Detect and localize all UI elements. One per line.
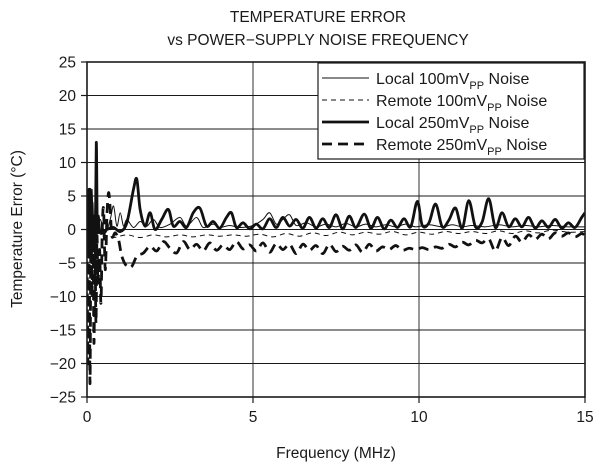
y-tick-label: −20 xyxy=(50,356,77,373)
legend-label-1: Local 100mVPP Noise xyxy=(376,71,530,92)
y-tick-label: 0 xyxy=(67,222,76,239)
legend-label-3: Local 250mVPP Noise xyxy=(376,115,530,136)
y-tick-label: −25 xyxy=(50,390,76,407)
series-layer xyxy=(87,140,585,386)
series-line-4 xyxy=(87,187,585,386)
legend-label-suffix: Noise xyxy=(502,137,547,154)
y-tick-label: 5 xyxy=(67,189,76,206)
legend-label-text: Remote 250mV xyxy=(376,137,487,154)
legend-label-subscript: PP xyxy=(487,146,502,158)
legend-label-suffix: Noise xyxy=(502,93,547,110)
y-tick-label: 15 xyxy=(59,122,76,139)
y-tick-label: −10 xyxy=(50,289,77,306)
legend-label-suffix: Noise xyxy=(484,115,529,132)
x-tick-label: 15 xyxy=(576,409,593,426)
y-axis-label: Temperature Error (°C) xyxy=(9,150,26,308)
series-line-1 xyxy=(87,188,585,251)
y-tick-label: −5 xyxy=(58,256,76,273)
legend-label-text: Local 100mV xyxy=(376,71,470,88)
legend-label-suffix: Noise xyxy=(484,71,529,88)
y-tick-label: 10 xyxy=(59,155,77,172)
x-tick-label: 10 xyxy=(410,409,428,426)
tick-labels: −25 −20 −15 −10 −5 0 5 10 15 20 25 0 5 10 15 xyxy=(50,55,594,427)
y-tick-label: 25 xyxy=(59,55,76,72)
legend-label-4: Remote 250mVPP Noise xyxy=(376,137,547,158)
y-tick-label: 20 xyxy=(59,88,77,105)
tick-marks xyxy=(81,61,586,403)
legend-label-subscript: PP xyxy=(469,124,484,136)
legend-label-subscript: PP xyxy=(487,102,502,114)
legend-label-text: Local 250mV xyxy=(376,115,470,132)
x-tick-label: 0 xyxy=(83,409,92,426)
x-axis-label: Frequency (MHz) xyxy=(276,445,396,462)
series-line-3 xyxy=(87,140,585,258)
chart-title-line-1: TEMPERATURE ERROR xyxy=(230,9,406,26)
x-tick-label: 5 xyxy=(249,409,258,426)
legend-label-subscript: PP xyxy=(469,80,484,92)
legend-label-text: Remote 100mV xyxy=(376,93,487,110)
chart-title-line-2: vs POWER−SUPPLY NOISE FREQUENCY xyxy=(167,32,468,49)
legend-label-2: Remote 100mVPP Noise xyxy=(376,93,547,114)
y-tick-label: −15 xyxy=(50,323,76,340)
